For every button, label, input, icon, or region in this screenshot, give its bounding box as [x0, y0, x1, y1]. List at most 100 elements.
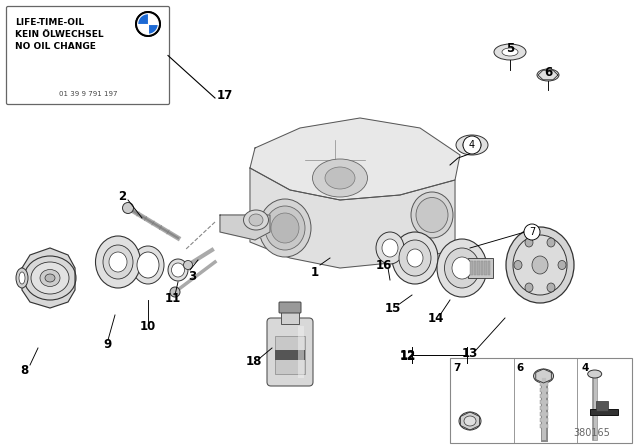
Text: 01 39 9 791 197: 01 39 9 791 197: [59, 91, 117, 97]
Text: 9: 9: [104, 337, 112, 350]
Text: 12: 12: [400, 349, 416, 362]
Ellipse shape: [459, 412, 481, 430]
Ellipse shape: [40, 270, 60, 287]
Ellipse shape: [416, 198, 448, 233]
Ellipse shape: [19, 272, 25, 284]
Bar: [540, 394, 548, 398]
Ellipse shape: [392, 232, 438, 284]
Circle shape: [136, 12, 160, 36]
Ellipse shape: [513, 235, 567, 295]
Ellipse shape: [132, 246, 164, 284]
Text: 14: 14: [428, 311, 444, 324]
Bar: [298, 326, 304, 378]
Ellipse shape: [399, 240, 431, 276]
Ellipse shape: [382, 239, 398, 257]
Bar: [488, 261, 490, 275]
Bar: [540, 400, 548, 404]
Ellipse shape: [502, 48, 518, 56]
Bar: [540, 388, 548, 392]
Ellipse shape: [547, 238, 555, 247]
Ellipse shape: [514, 260, 522, 270]
Ellipse shape: [249, 214, 263, 226]
Circle shape: [170, 287, 180, 297]
Bar: [470, 261, 472, 275]
Ellipse shape: [265, 206, 305, 250]
Text: 380165: 380165: [573, 428, 610, 438]
Ellipse shape: [31, 262, 69, 294]
Ellipse shape: [588, 370, 602, 378]
Ellipse shape: [534, 369, 554, 383]
Ellipse shape: [411, 192, 453, 238]
Bar: [596, 401, 608, 411]
Polygon shape: [22, 248, 75, 308]
Text: 7: 7: [453, 363, 461, 373]
Polygon shape: [250, 168, 455, 268]
Ellipse shape: [463, 139, 481, 151]
Ellipse shape: [312, 159, 367, 197]
Bar: [540, 424, 548, 428]
Ellipse shape: [137, 252, 159, 278]
Polygon shape: [250, 118, 460, 200]
Bar: [540, 418, 548, 422]
Bar: [481, 261, 483, 275]
Ellipse shape: [437, 239, 487, 297]
Ellipse shape: [532, 256, 548, 274]
Ellipse shape: [464, 416, 476, 426]
Ellipse shape: [494, 44, 526, 60]
Text: 4: 4: [469, 140, 475, 150]
Circle shape: [524, 224, 540, 240]
Ellipse shape: [271, 213, 299, 243]
Wedge shape: [138, 14, 148, 24]
Ellipse shape: [172, 263, 184, 277]
Text: 2: 2: [118, 190, 126, 202]
Text: 10: 10: [140, 319, 156, 332]
Text: 13: 13: [462, 346, 478, 359]
Ellipse shape: [525, 283, 533, 292]
Bar: [540, 382, 548, 386]
Ellipse shape: [456, 135, 488, 155]
Text: 15: 15: [385, 302, 401, 314]
FancyBboxPatch shape: [267, 318, 313, 386]
Ellipse shape: [259, 199, 311, 257]
Ellipse shape: [558, 260, 566, 270]
Wedge shape: [138, 24, 148, 34]
Ellipse shape: [537, 69, 559, 81]
Ellipse shape: [95, 236, 141, 288]
Ellipse shape: [452, 257, 472, 279]
Text: 7: 7: [529, 227, 535, 237]
Bar: [275, 336, 305, 374]
Text: 11: 11: [165, 292, 181, 305]
Wedge shape: [148, 14, 158, 24]
Bar: [477, 261, 479, 275]
FancyBboxPatch shape: [279, 302, 301, 313]
Ellipse shape: [243, 210, 269, 230]
Ellipse shape: [45, 274, 55, 282]
Text: NO OIL CHANGE: NO OIL CHANGE: [15, 42, 96, 51]
Text: 5: 5: [506, 42, 514, 55]
Text: 18: 18: [246, 354, 262, 367]
Bar: [468, 258, 493, 278]
Ellipse shape: [24, 256, 76, 300]
Text: 17: 17: [217, 89, 233, 102]
Ellipse shape: [16, 268, 28, 288]
Text: 16: 16: [376, 258, 392, 271]
Ellipse shape: [445, 248, 479, 288]
Bar: [484, 261, 486, 275]
Text: 4: 4: [582, 363, 589, 373]
Text: KEIN ÖLWECHSEL: KEIN ÖLWECHSEL: [15, 30, 104, 39]
Circle shape: [138, 13, 159, 34]
Bar: [450, 358, 632, 443]
Ellipse shape: [506, 227, 574, 303]
Text: 6: 6: [544, 65, 552, 78]
Ellipse shape: [547, 283, 555, 292]
Ellipse shape: [376, 232, 404, 264]
Text: LIFE-TIME-OIL: LIFE-TIME-OIL: [15, 18, 84, 27]
Wedge shape: [148, 24, 158, 34]
Ellipse shape: [407, 249, 423, 267]
Bar: [540, 412, 548, 416]
Text: 6: 6: [516, 363, 524, 373]
Ellipse shape: [325, 167, 355, 189]
Bar: [275, 350, 305, 360]
Bar: [540, 406, 548, 410]
FancyBboxPatch shape: [6, 7, 170, 104]
